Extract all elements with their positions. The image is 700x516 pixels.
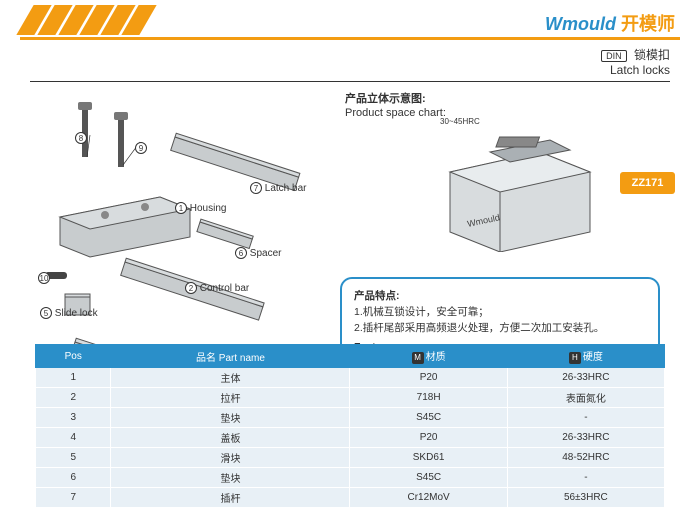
cell-mat: P20 [350, 428, 507, 448]
header-underline [20, 37, 680, 40]
table-row: 5滑块SKD6148-52HRC [36, 448, 665, 468]
cell-mat: SKD61 [350, 448, 507, 468]
brand-logo: Wmould 开模师 [545, 10, 675, 36]
brand-en: Wmould [545, 14, 616, 34]
th-mat: M材质 [350, 345, 507, 368]
parts-table: Pos 品名 Part name M材质 H硬度 1主体P2026-33HRC2… [35, 344, 665, 508]
th-hard: H硬度 [507, 345, 664, 368]
callout-7: 7 Latch bar [250, 182, 306, 194]
cell-pos: 3 [36, 408, 111, 428]
cell-pos: 5 [36, 448, 111, 468]
chart-title: 产品立体示意图: Product space chart: [345, 92, 446, 121]
subheader: DIN 锁模扣 Latch locks [0, 40, 700, 79]
table-row: 3垫块S45C- [36, 408, 665, 428]
cell-mat: Cr12MoV [350, 488, 507, 508]
features-cn-hd: 产品特点: [354, 289, 646, 305]
cell-mat: S45C [350, 468, 507, 488]
features-cn-2: 2.插杆尾部采用高频退火处理，方便二次加工安装孔。 [354, 321, 646, 337]
cell-mat: P20 [350, 368, 507, 388]
cell-pos: 4 [36, 428, 111, 448]
subheader-en: Latch locks [610, 63, 670, 77]
callout-10: 10 [38, 272, 50, 284]
isometric-assembly: Wmould 30~45HRC [430, 122, 610, 252]
table-row: 6垫块S45C- [36, 468, 665, 488]
cell-mat: 718H [350, 388, 507, 408]
callout-2: 2 Control bar [185, 282, 249, 294]
header: Wmould 开模师 [0, 0, 700, 40]
cell-name: 拉杆 [111, 388, 350, 408]
callout-6: 6 Spacer [235, 247, 281, 259]
cell-mat: S45C [350, 408, 507, 428]
cell-pos: 6 [36, 468, 111, 488]
cell-name: 盖板 [111, 428, 350, 448]
cell-hard: 26-33HRC [507, 428, 664, 448]
th-name: 品名 Part name [111, 345, 350, 368]
callout-9: 9 [135, 142, 147, 154]
din-badge: DIN [601, 50, 627, 62]
cell-hard: 56±3HRC [507, 488, 664, 508]
features-cn-1: 1.机械互锁设计，安全可靠； [354, 305, 646, 321]
table-row: 7插杆Cr12MoV56±3HRC [36, 488, 665, 508]
cell-name: 滑块 [111, 448, 350, 468]
cell-pos: 7 [36, 488, 111, 508]
cell-name: 插杆 [111, 488, 350, 508]
cell-hard: - [507, 408, 664, 428]
table-row: 4盖板P2026-33HRC [36, 428, 665, 448]
chart-title-en: Product space chart: [345, 107, 446, 119]
th-pos: Pos [36, 345, 111, 368]
table-row: 1主体P2026-33HRC [36, 368, 665, 388]
cell-pos: 2 [36, 388, 111, 408]
chart-title-cn: 产品立体示意图: [345, 93, 426, 105]
cell-hard: 26-33HRC [507, 368, 664, 388]
cell-name: 主体 [111, 368, 350, 388]
cell-hard: 表面氮化 [507, 388, 664, 408]
subheader-cn: 锁模扣 [634, 48, 670, 62]
callout-8: 8 [75, 132, 87, 144]
hardness-note: 30~45HRC [440, 117, 480, 126]
cell-pos: 1 [36, 368, 111, 388]
table-row: 2拉杆718H表面氮化 [36, 388, 665, 408]
cell-hard: 48-52HRC [507, 448, 664, 468]
brand-cn: 开模师 [621, 14, 675, 34]
callout-1: 1 Housing [175, 202, 226, 214]
cell-name: 垫块 [111, 468, 350, 488]
stripes-decoration [25, 5, 148, 35]
cell-name: 垫块 [111, 408, 350, 428]
callout-5: 5 Slide lock [40, 307, 98, 319]
cell-hard: - [507, 468, 664, 488]
product-code-badge: ZZ171 [620, 172, 675, 194]
